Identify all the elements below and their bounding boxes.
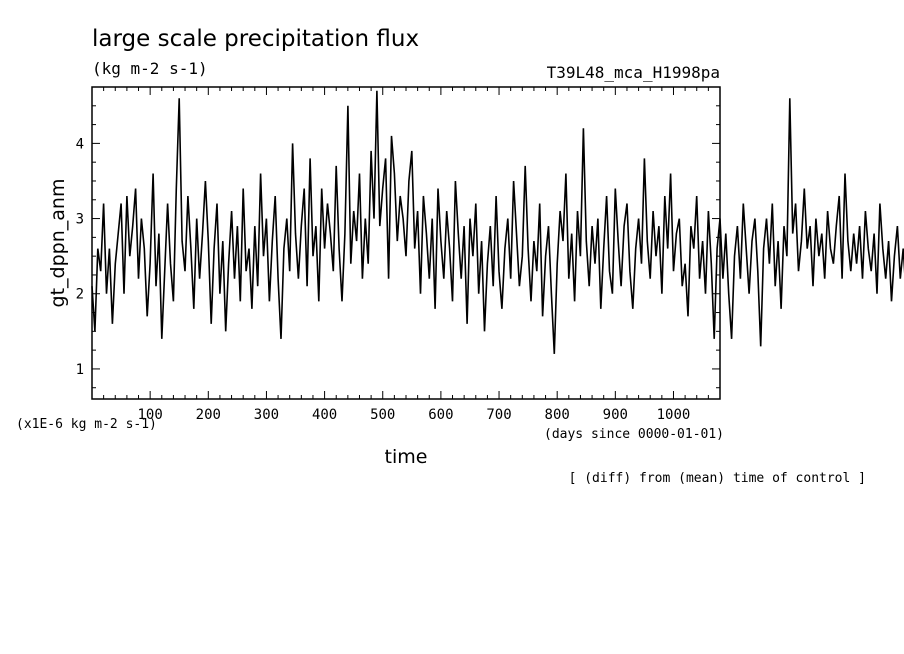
y-tick-label: 2 (76, 287, 84, 303)
x-axis-units: (days since 0000-01-01) (544, 427, 724, 442)
x-tick-label: 600 (428, 407, 453, 423)
y-tick-label: 1 (76, 362, 84, 378)
x-tick-label: 900 (603, 407, 628, 423)
y-tick-label: 4 (76, 136, 84, 152)
chart-units: (kg m-2 s-1) (92, 59, 208, 78)
y-scale-note: (x1E-6 kg m-2 s-1) (16, 417, 157, 432)
x-tick-label: 1000 (657, 407, 691, 423)
chart-title: large scale precipitation flux (92, 26, 419, 52)
x-tick-label: 700 (486, 407, 511, 423)
plot-data (91, 90, 904, 354)
series-line-0 (91, 90, 904, 354)
x-tick-label: 800 (545, 407, 570, 423)
x-tick-label: 200 (196, 407, 221, 423)
x-tick-label: 100 (137, 407, 162, 423)
experiment-label: T39L48_mca_H1998pa (547, 63, 720, 82)
x-tick-label: 500 (370, 407, 395, 423)
x-axis-label: time (385, 446, 428, 468)
y-tick-label: 3 (76, 212, 84, 228)
footnote: [ (diff) from (mean) time of control ] (569, 471, 866, 486)
plot-frame (91, 86, 721, 400)
x-tick-label: 300 (254, 407, 279, 423)
x-tick-label: 400 (312, 407, 337, 423)
y-axis-label: gt_dppn_anm (47, 179, 69, 308)
x-ticks: 100 200 300 400 500 600 700 800 900 1000 (103, 87, 709, 423)
